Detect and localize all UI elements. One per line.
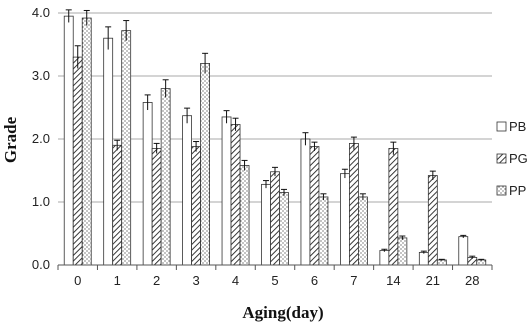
bar-pp — [318, 196, 329, 266]
bar-pb — [142, 102, 153, 266]
bar-pp — [476, 259, 487, 266]
legend-swatch-pp — [496, 185, 507, 196]
y-tick-label: 0.0 — [32, 257, 50, 272]
bar-pb — [340, 173, 350, 266]
bar-pp — [160, 88, 171, 266]
bar-pp — [200, 63, 210, 266]
bar-pb — [103, 37, 114, 266]
x-tick-label: 21 — [426, 273, 440, 288]
bar-pp — [121, 30, 132, 266]
axes: 0.0 1.0 2.0 3.0 4.0 0 1 2 3 4 5 6 7 14 21 28 — [32, 5, 493, 288]
legend-label-pp: PP — [509, 183, 526, 198]
bar-pp — [397, 237, 408, 266]
bar-pg — [349, 143, 359, 266]
x-tick-label: 2 — [153, 273, 160, 288]
y-tick-label: 3.0 — [32, 68, 50, 83]
bar-pb — [261, 183, 271, 266]
y-tick-label: 2.0 — [32, 131, 50, 146]
bar-pp — [436, 259, 447, 266]
y-tick-label: 1.0 — [32, 194, 50, 209]
x-tick-label: 6 — [311, 273, 318, 288]
legend-swatch-pb — [496, 121, 507, 132]
x-tick-label: 14 — [386, 273, 400, 288]
x-tick-label: 4 — [232, 273, 239, 288]
bars — [63, 9, 487, 266]
bar-pb — [221, 116, 232, 266]
bar-pb — [418, 251, 429, 266]
x-tick-label: 28 — [465, 273, 479, 288]
bar-pg — [72, 56, 83, 266]
x-tick-label: 7 — [350, 273, 357, 288]
bar-pg — [151, 148, 162, 266]
bar-pg — [427, 175, 438, 266]
x-tick-label: 3 — [192, 273, 199, 288]
bar-pb — [458, 236, 469, 266]
bar-pg — [112, 144, 123, 266]
bar-pb — [300, 138, 311, 266]
legend-swatch-pg — [496, 153, 507, 164]
bar-pb — [379, 250, 390, 266]
bar-pb — [63, 15, 74, 266]
bar-pg — [270, 171, 280, 266]
x-tick-label: 0 — [74, 273, 81, 288]
y-tick-label: 4.0 — [32, 5, 50, 20]
bar-pg — [309, 146, 320, 266]
x-tick-label: 1 — [114, 273, 121, 288]
bar-pg — [230, 124, 241, 266]
bar-pg — [388, 148, 399, 266]
bar-pp — [358, 196, 368, 266]
y-axis-title: Grade — [1, 116, 20, 163]
bar-pp — [81, 17, 92, 266]
legend-label-pb: PB — [509, 119, 526, 134]
x-axis-title: Aging(day) — [242, 303, 323, 322]
x-tick-label: 5 — [271, 273, 278, 288]
bar-pb — [182, 115, 192, 266]
legend: PB PG PP — [496, 119, 528, 198]
bar-pp — [279, 192, 289, 266]
bar-pg — [191, 146, 201, 266]
bar-pp — [239, 165, 250, 266]
legend-label-pg: PG — [509, 151, 528, 166]
